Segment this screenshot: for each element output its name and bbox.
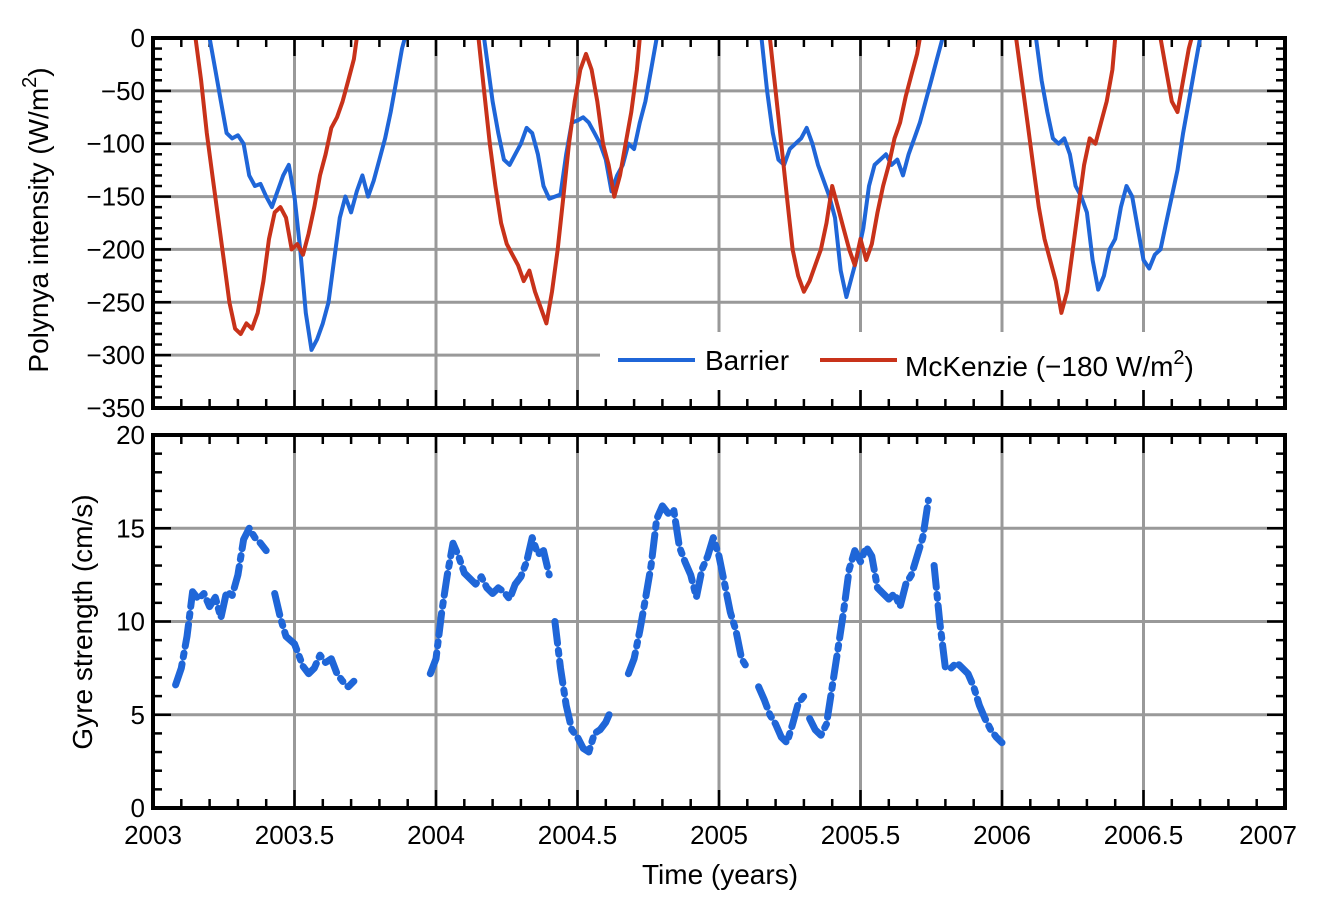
- gyre-xtick-label: 2003.5: [255, 820, 335, 850]
- gyre-series-line: [806, 496, 932, 739]
- legend: Barrier McKenzie (−180 W/m2): [600, 332, 1280, 390]
- mckenzie-series-line: [1014, 36, 1118, 315]
- barrier-series-line: [1034, 36, 1203, 292]
- gyre-series-line: [271, 590, 358, 691]
- polynya-ylabel: Polynya intensity (W/m2): [19, 67, 54, 372]
- gyre-ytick-label: 5: [131, 700, 145, 730]
- gyre-xtick-label: 2004: [407, 820, 465, 850]
- gyre-series-line: [755, 683, 808, 747]
- legend-background: [600, 332, 1280, 390]
- legend-label-mckenzie: McKenzie (−180 W/m2): [905, 347, 1194, 382]
- gyre-xtick-label: 2005.5: [821, 820, 901, 850]
- gyre-xtick-label: 2004.5: [538, 820, 618, 850]
- barrier-series-line: [207, 36, 407, 352]
- gyre-series-line: [551, 618, 615, 756]
- gyre-xtick-label: 2006: [973, 820, 1031, 850]
- polynya-ytick-label: −300: [86, 340, 145, 370]
- polynya-ytick-label: −200: [86, 234, 145, 264]
- gyre-series-line: [172, 524, 270, 689]
- polynya-ytick-label: −100: [86, 129, 145, 159]
- polynya-ytick-label: −350: [86, 393, 145, 423]
- barrier-series-line: [759, 36, 945, 299]
- mckenzie-series-line: [767, 36, 922, 294]
- gyre-xtick-label: 2003: [124, 820, 182, 850]
- gyre-plot-frame: [151, 433, 1287, 810]
- gyre-strength-panel: 0 5 10 15 20 2003 2003.5 2004 2004.5 2005 2005.5 20…: [116, 420, 1297, 850]
- gyre-ytick-label: 15: [116, 513, 145, 543]
- gyre-ylabel: Gyre strength (cm/s): [67, 494, 98, 749]
- polynya-ytick-label: −250: [86, 287, 145, 317]
- time-xlabel: Time (years): [642, 859, 798, 890]
- gyre-ytick-label: 10: [116, 607, 145, 637]
- gyre-series-line: [624, 502, 751, 678]
- mckenzie-series-line: [476, 36, 642, 326]
- mckenzie-series-line: [1158, 36, 1194, 114]
- polynya-ytick-label: 0: [131, 23, 145, 53]
- gyre-xtick-label: 2007: [1239, 820, 1297, 850]
- gyre-ytick-label: 20: [116, 420, 145, 450]
- polynya-ytick-label: −50: [101, 76, 145, 106]
- gyre-series-line: [426, 534, 553, 678]
- mckenzie-series-line: [193, 36, 359, 336]
- legend-label-barrier: Barrier: [705, 345, 789, 376]
- polynya-plot-frame: [151, 36, 1287, 410]
- gyre-ytick-label: 0: [131, 793, 145, 823]
- gyre-series-line: [930, 562, 1006, 747]
- gyre-xtick-label: 2005: [690, 820, 748, 850]
- polynya-ytick-label: −150: [86, 182, 145, 212]
- gyre-xtick-label: 2006.5: [1104, 820, 1184, 850]
